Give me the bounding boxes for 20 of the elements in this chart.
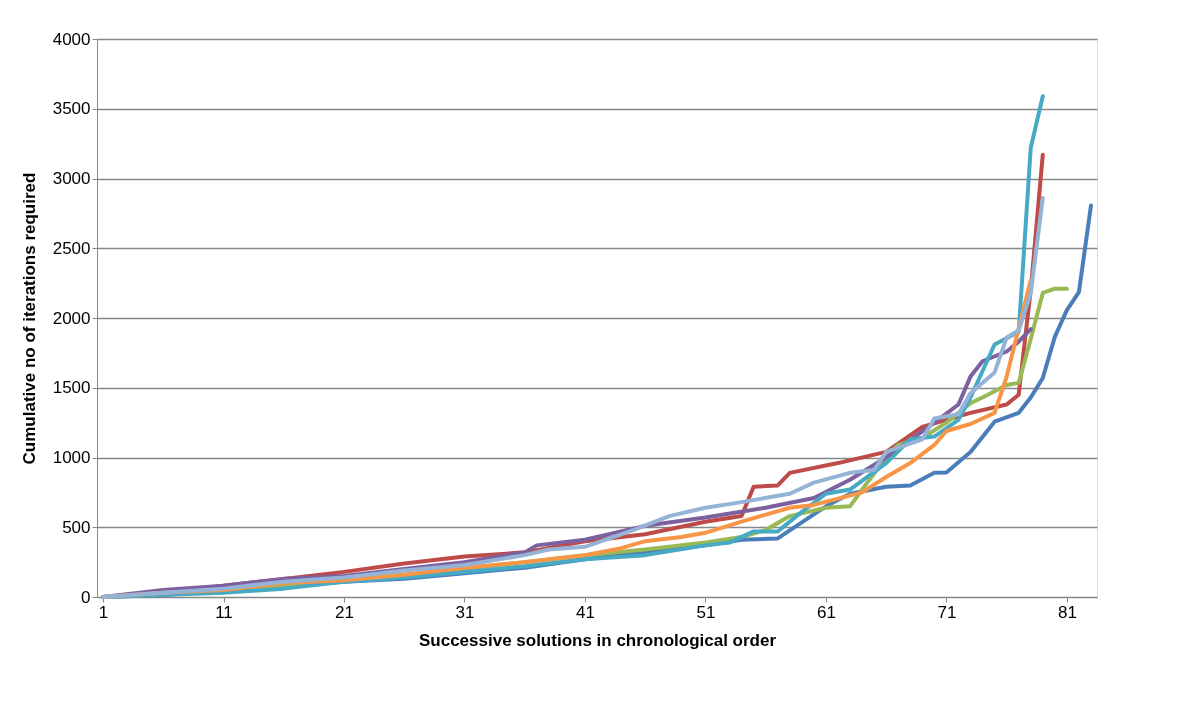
y-axis-title: Cumulative no of iterations required — [19, 172, 39, 465]
x-tick-label: 21 — [335, 602, 354, 622]
x-tick-label: 81 — [1057, 602, 1077, 622]
x-tick-label: 51 — [696, 602, 716, 622]
y-tick-label: 0 — [81, 587, 91, 607]
x-tick-label: 31 — [455, 602, 475, 622]
x-tick-label: 71 — [937, 602, 957, 622]
x-tick-label: 61 — [816, 602, 836, 622]
y-tick-label: 2000 — [52, 308, 91, 328]
x-tick-label: 41 — [575, 602, 595, 622]
y-tick-label: 500 — [62, 517, 91, 537]
y-tick-label: 1000 — [52, 448, 91, 467]
y-tick-label: 1500 — [52, 378, 91, 398]
y-tick-label: 3000 — [52, 169, 91, 188]
x-axis-title: Successive solutions in chronological order — [418, 630, 777, 650]
x-tick-label: 1 — [98, 602, 109, 622]
y-tick-label: 2500 — [52, 238, 91, 258]
y-tick-label: 4000 — [52, 29, 91, 49]
y-tick-label: 3500 — [52, 99, 91, 119]
x-tick-label: 11 — [215, 602, 233, 622]
